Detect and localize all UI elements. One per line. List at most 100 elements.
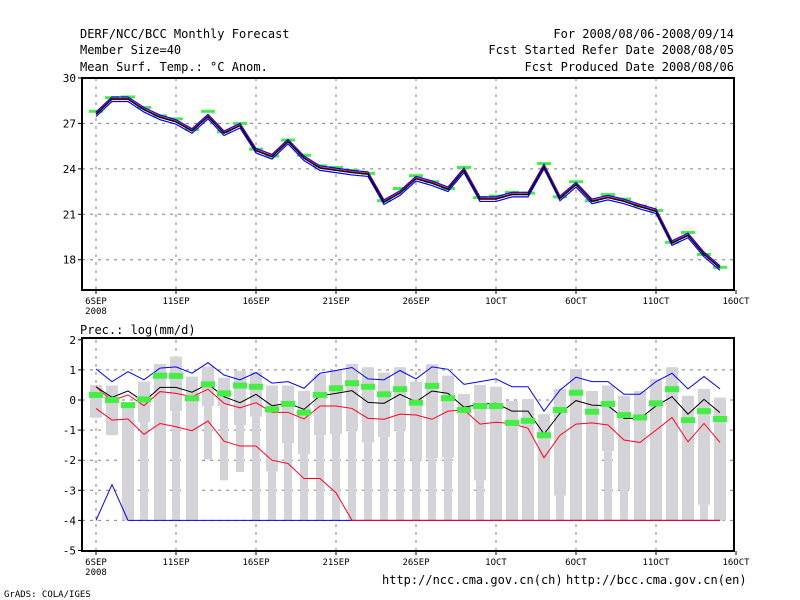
y-tick-label: 1 xyxy=(69,364,76,377)
observed-mark xyxy=(425,382,439,389)
y-tick-label: 27 xyxy=(63,117,76,130)
observed-mark xyxy=(393,386,407,393)
observed-mark xyxy=(489,403,503,410)
observed-mark xyxy=(521,417,535,424)
observed-mark xyxy=(617,412,631,419)
box-bar xyxy=(634,390,646,521)
upper-member-line xyxy=(95,386,721,459)
box-bar xyxy=(298,390,310,455)
observed-mark xyxy=(153,372,167,379)
whisker-bar xyxy=(476,480,484,521)
box-bar xyxy=(666,367,678,521)
box-bar xyxy=(602,385,614,452)
whisker-bar xyxy=(620,489,628,521)
observed-mark xyxy=(345,380,359,387)
link-ncc[interactable]: http://ncc.cma.gov.cn(ch) xyxy=(382,573,563,587)
observed-mark xyxy=(169,372,183,379)
max-line xyxy=(95,362,721,413)
x-tick-label: 16SEP xyxy=(242,558,270,568)
forecast-period: For 2008/08/06-2008/09/14 xyxy=(553,27,734,41)
y-tick-label: -1 xyxy=(63,424,76,437)
observed-mark xyxy=(409,399,423,406)
chart-title: DERF/NCC/BCC Monthly Forecast xyxy=(80,27,290,41)
x-tick-label: 6SEP xyxy=(85,297,107,307)
x-tick-label: 16OCT xyxy=(722,297,750,307)
whisker-bar xyxy=(332,434,340,521)
observed-mark xyxy=(233,382,247,389)
box-bar xyxy=(282,385,294,444)
x-tick-label: 16OCT xyxy=(722,558,750,568)
x-tick-label: 6OCT xyxy=(565,297,587,307)
whisker-bar xyxy=(252,416,260,521)
whisker-bar xyxy=(316,435,324,521)
y-tick-label: -5 xyxy=(63,545,76,558)
box-bar xyxy=(458,393,470,521)
y-tick-label: 30 xyxy=(63,72,76,85)
box-bar xyxy=(538,414,550,521)
variable-label: Mean Surf. Temp.: °C Anom. xyxy=(80,60,268,74)
box-bar xyxy=(698,388,710,505)
observed-mark xyxy=(169,117,183,121)
whisker-bar xyxy=(556,495,564,521)
box-bar xyxy=(410,381,422,461)
y-tick-label: -2 xyxy=(63,454,76,467)
x-tick-label: 11OCT xyxy=(642,297,670,307)
spread-upper-line xyxy=(95,96,721,267)
box-bar xyxy=(714,397,726,521)
spread-lower-line xyxy=(95,100,721,271)
observed-mark xyxy=(649,400,663,407)
x-year-label: 2008 xyxy=(85,307,107,317)
observed-mark xyxy=(569,389,583,396)
whisker-bar xyxy=(284,443,292,521)
observed-mark xyxy=(265,406,279,413)
y-tick-label: 24 xyxy=(63,163,77,176)
box-bar xyxy=(570,368,582,521)
box-bar xyxy=(330,369,342,435)
box-bar xyxy=(442,375,454,458)
observed-mark xyxy=(313,391,327,398)
observed-mark xyxy=(489,194,503,198)
box-bar xyxy=(106,385,118,436)
observed-mark xyxy=(153,114,167,118)
whisker-bar xyxy=(428,458,436,521)
observed-mark xyxy=(425,180,439,184)
x-tick-label: 1OCT xyxy=(485,558,507,568)
observed-mark xyxy=(185,395,199,402)
observed-mark xyxy=(217,390,231,397)
x-tick-label: 11OCT xyxy=(642,558,670,568)
x-tick-label: 1OCT xyxy=(485,297,507,307)
link-bcc[interactable]: http://bcc.cma.gov.cn(en) xyxy=(566,573,747,587)
ensemble-mean-line xyxy=(95,98,721,269)
x-tick-label: 6OCT xyxy=(565,558,587,568)
box-bar xyxy=(682,395,694,521)
observed-mark xyxy=(121,402,135,409)
whisker-bar xyxy=(140,422,148,521)
lower-member-line xyxy=(95,408,720,521)
observed-mark xyxy=(201,109,215,113)
observed-mark xyxy=(329,165,343,169)
box-bar xyxy=(122,403,134,521)
box-bar xyxy=(522,399,534,521)
observed-mark xyxy=(329,385,343,392)
whisker-bar xyxy=(268,471,276,521)
observed-mark xyxy=(473,403,487,410)
box-bar xyxy=(394,367,406,431)
box-bar xyxy=(554,388,566,496)
mean-line xyxy=(95,383,721,435)
produced-date: Fcst Produced Date 2008/08/06 xyxy=(524,60,734,74)
whisker-bar xyxy=(220,406,228,481)
observed-mark xyxy=(553,406,567,413)
whisker-bar xyxy=(700,504,708,521)
precip-label: Prec.: log(mm/d) xyxy=(80,323,196,337)
y-tick-label: 0 xyxy=(69,394,76,407)
observed-mark xyxy=(537,432,551,439)
observed-mark xyxy=(393,187,407,191)
observed-mark xyxy=(441,395,455,402)
observed-mark xyxy=(713,415,727,422)
whisker-bar xyxy=(236,424,244,472)
observed-mark xyxy=(89,391,103,398)
x-tick-label: 21SEP xyxy=(322,297,350,307)
observed-mark xyxy=(377,391,391,398)
plot-frame xyxy=(81,337,735,552)
start-date: Fcst Started Refer Date 2008/08/05 xyxy=(488,43,734,57)
